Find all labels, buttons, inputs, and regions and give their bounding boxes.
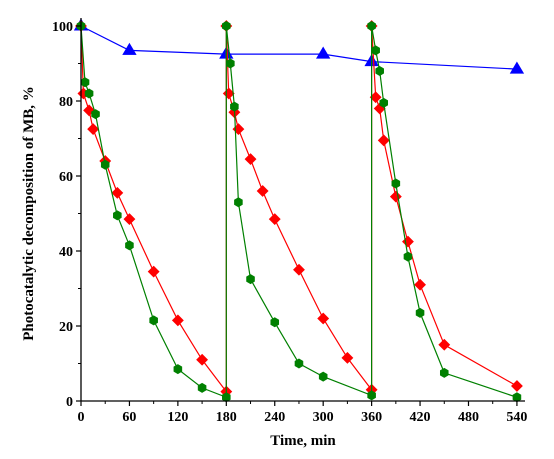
y-tick-label-0: 0 bbox=[66, 395, 73, 410]
series-2-point-26 bbox=[415, 307, 425, 318]
series-2-point-5 bbox=[113, 210, 122, 221]
series-2-point-12 bbox=[226, 58, 235, 69]
series-2-point-16 bbox=[270, 317, 280, 328]
series-2-point-20 bbox=[367, 21, 376, 31]
series-2-point-27 bbox=[439, 367, 449, 378]
series-2-point-6 bbox=[125, 240, 134, 251]
series-2-point-14 bbox=[234, 197, 243, 208]
series-2-point-18 bbox=[318, 371, 328, 382]
series-2-point-9 bbox=[197, 382, 207, 393]
series-2-point-11 bbox=[222, 21, 231, 31]
x-tick-label-0: 0 bbox=[78, 410, 85, 425]
series-1-point-5 bbox=[111, 186, 124, 199]
y-axis-title: Photocatalytic decomposition of MB, % bbox=[21, 86, 37, 341]
series-2-point-22 bbox=[375, 66, 384, 76]
series-1-point-26 bbox=[389, 190, 402, 203]
series-1-point-3 bbox=[87, 123, 100, 136]
series-2-point-24 bbox=[391, 178, 401, 189]
x-tick-label-6: 360 bbox=[361, 410, 382, 425]
series-1-point-19 bbox=[317, 312, 330, 325]
axis-layer: 0 60 120 180 240 300 360 420 480 540 0 20 40 60 80 100 bbox=[52, 18, 527, 425]
x-tick-label-4: 240 bbox=[264, 410, 285, 425]
x-tick-label-2: 120 bbox=[167, 410, 188, 425]
x-tick-label-7: 420 bbox=[410, 410, 431, 425]
series-2-point-7 bbox=[149, 315, 158, 326]
series-1-point-30 bbox=[511, 380, 523, 392]
series-1 bbox=[75, 20, 523, 398]
series-0-point-3 bbox=[316, 46, 331, 59]
series-1-point-20 bbox=[341, 351, 354, 364]
series-2-point-2 bbox=[84, 88, 94, 99]
series-2-point-23 bbox=[379, 97, 389, 108]
series-2-point-15 bbox=[246, 274, 255, 285]
x-tick-label-3: 180 bbox=[216, 410, 237, 425]
series-2-point-19 bbox=[367, 390, 376, 401]
x-axis-title: Time, min bbox=[270, 433, 336, 449]
series-2-point-8 bbox=[173, 364, 183, 375]
series-1-point-9 bbox=[196, 353, 209, 366]
y-tick-label-5: 100 bbox=[52, 20, 73, 35]
series-1-point-17 bbox=[268, 213, 281, 226]
series-2-point-21 bbox=[371, 45, 380, 56]
series-1-point-25 bbox=[377, 134, 390, 147]
series-1-point-18 bbox=[293, 263, 305, 276]
x-tick-label-1: 60 bbox=[122, 410, 136, 425]
series-2-line bbox=[80, 25, 518, 399]
y-tick-label-1: 20 bbox=[59, 320, 73, 335]
plot-layer bbox=[73, 18, 525, 403]
series-2-point-3 bbox=[91, 109, 100, 120]
series-1-point-14 bbox=[232, 123, 245, 136]
series-2 bbox=[76, 21, 522, 403]
y-tick-label-2: 40 bbox=[59, 245, 73, 260]
series-0-point-5 bbox=[509, 61, 525, 74]
series-2-point-17 bbox=[294, 358, 304, 369]
series-1-point-29 bbox=[438, 338, 451, 351]
series-2-point-1 bbox=[80, 77, 90, 88]
series-2-point-25 bbox=[403, 251, 413, 262]
series-1-point-7 bbox=[147, 265, 160, 278]
x-tick-label-5: 300 bbox=[313, 410, 334, 425]
series-1-point-27 bbox=[402, 235, 414, 248]
series-0-point-1 bbox=[122, 42, 137, 55]
x-tick-label-8: 480 bbox=[458, 410, 479, 425]
series-1-point-6 bbox=[123, 213, 136, 226]
y-tick-label-3: 60 bbox=[59, 170, 73, 185]
series-1-point-15 bbox=[244, 153, 257, 166]
series-1-point-8 bbox=[171, 314, 184, 327]
series-2-point-13 bbox=[230, 101, 239, 112]
series-0 bbox=[73, 18, 525, 74]
x-tick-label-9: 540 bbox=[506, 410, 527, 425]
series-1-line bbox=[80, 25, 518, 394]
series-2-point-4 bbox=[100, 159, 110, 170]
series-0-line bbox=[80, 25, 517, 70]
y-tick-label-4: 80 bbox=[59, 95, 73, 110]
series-1-point-16 bbox=[256, 185, 269, 197]
series-1-point-28 bbox=[414, 278, 426, 291]
